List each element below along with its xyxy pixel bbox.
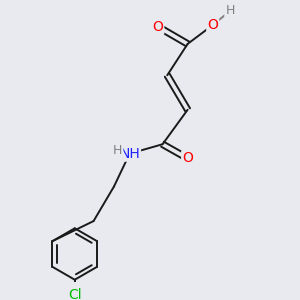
Text: H: H — [225, 4, 235, 17]
Text: O: O — [152, 20, 163, 34]
Text: O: O — [182, 152, 193, 165]
Text: NH: NH — [119, 147, 140, 161]
Text: H: H — [113, 144, 122, 157]
Text: Cl: Cl — [68, 288, 82, 300]
Text: O: O — [207, 18, 218, 32]
